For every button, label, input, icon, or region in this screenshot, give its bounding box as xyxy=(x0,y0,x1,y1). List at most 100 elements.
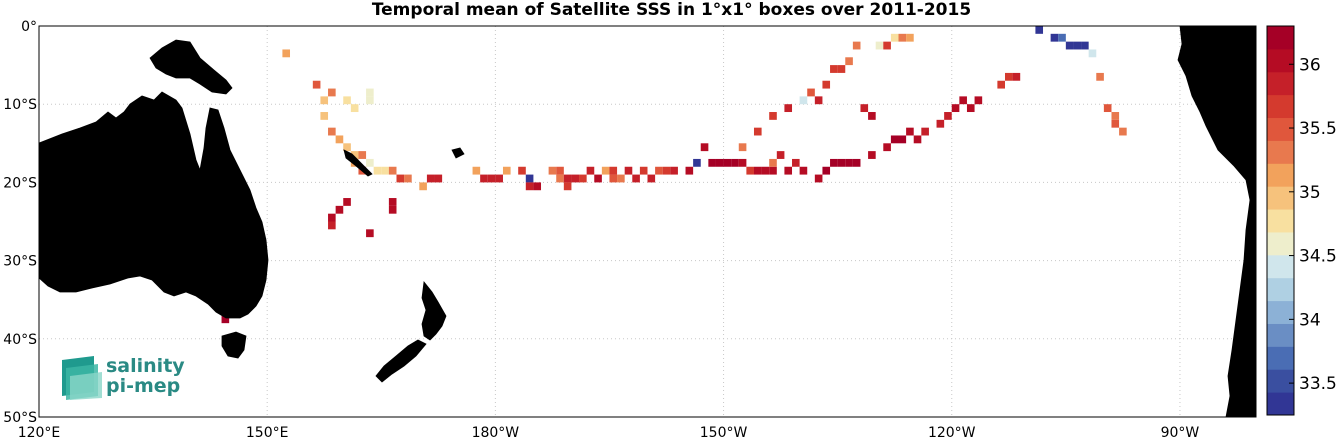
sss-cell xyxy=(693,158,701,167)
sss-cell xyxy=(282,49,291,58)
sss-cell xyxy=(784,166,793,175)
sss-cell xyxy=(1073,41,1082,50)
colorbar-frame xyxy=(1266,25,1295,416)
sss-cell xyxy=(1058,33,1066,42)
sss-cell xyxy=(502,166,511,175)
sss-cell xyxy=(548,166,557,175)
sss-cell xyxy=(632,174,640,183)
sss-cell xyxy=(563,174,572,183)
x-tick-label: 150°E xyxy=(246,425,289,438)
colorbar-tick-label: 35.5 xyxy=(1299,119,1337,139)
y-tick-label: 50°S xyxy=(3,410,37,426)
y-tick-label: 30°S xyxy=(3,254,37,270)
logo-line-2: pi-mep xyxy=(106,375,181,397)
sss-cell xyxy=(343,143,351,152)
sss-cell xyxy=(525,182,534,191)
sss-cell xyxy=(1111,112,1120,120)
sss-cell xyxy=(1103,104,1112,113)
logo-wave-icon xyxy=(62,356,102,400)
x-tick-label: 150°W xyxy=(700,425,748,438)
sss-cell xyxy=(997,80,1005,89)
sss-cell xyxy=(328,88,336,97)
colorbar-segment xyxy=(1267,369,1294,393)
colorbar-tick-label: 34 xyxy=(1299,310,1321,330)
sss-cell xyxy=(906,127,914,136)
sss-cell xyxy=(525,174,534,183)
sss-cell xyxy=(472,166,481,175)
sss-cell xyxy=(1012,72,1021,81)
sss-cell xyxy=(434,174,443,183)
colorbar-segment xyxy=(1267,277,1294,302)
salinity-pi-mep-logo: salinity pi-mep xyxy=(60,352,200,402)
y-tick-label: 10°S xyxy=(3,97,37,113)
colorbar-ticks: 36 35.5 35 34.5 34 33.5 xyxy=(1289,55,1337,394)
new-caledonia-landmass xyxy=(343,149,373,177)
y-tick-label: 40°S xyxy=(3,332,37,348)
x-tick-label: 120°E xyxy=(18,425,61,438)
sss-cell xyxy=(404,174,412,183)
sss-cell xyxy=(769,158,777,167)
sss-cell xyxy=(883,143,891,152)
new-guinea-landmass xyxy=(149,39,233,95)
sss-cell xyxy=(1111,119,1120,128)
colorbar-segment xyxy=(1267,26,1294,50)
sss-cell xyxy=(556,166,564,175)
sss-cell xyxy=(328,213,336,222)
y-tick-label: 0° xyxy=(21,19,37,35)
sss-cell xyxy=(647,174,656,183)
x-tick-label: 90°W xyxy=(1161,425,1200,438)
sss-cell xyxy=(753,166,762,175)
sss-cell xyxy=(579,174,587,183)
sss-cell xyxy=(936,119,945,128)
sss-cell xyxy=(852,158,861,167)
sss-cell xyxy=(670,166,678,175)
colorbar-segment xyxy=(1267,254,1294,279)
sss-cell xyxy=(1065,41,1074,50)
sss-cell xyxy=(807,88,815,97)
sss-cell xyxy=(1035,26,1044,34)
sss-cell xyxy=(845,57,853,66)
sss-cell xyxy=(328,127,336,136)
logo-line-1: salinity xyxy=(106,355,185,377)
sss-cell xyxy=(799,166,808,175)
sss-cell xyxy=(966,104,975,113)
sss-cell xyxy=(609,166,618,175)
sss-cell xyxy=(830,158,838,167)
new-zealand-south-landmass xyxy=(375,339,427,383)
sss-cell xyxy=(601,166,610,175)
sss-cell xyxy=(868,151,876,159)
sss-cell xyxy=(769,166,777,175)
sss-cell xyxy=(320,96,329,105)
colorbar-tick-label: 33.5 xyxy=(1299,374,1337,394)
sss-cell xyxy=(974,96,983,105)
sss-cell xyxy=(518,166,526,175)
sss-cell xyxy=(366,229,374,238)
sss-cell xyxy=(898,33,907,42)
sss-cell xyxy=(388,198,397,206)
colorbar-segment xyxy=(1267,186,1294,210)
sss-cell xyxy=(959,96,967,105)
sss-cell xyxy=(495,174,503,183)
sss-cell xyxy=(890,33,899,42)
colorbar xyxy=(1267,26,1294,416)
sss-cell xyxy=(571,174,580,183)
sss-cell xyxy=(738,143,747,152)
sss-cell xyxy=(639,166,648,175)
sss-cell xyxy=(852,41,861,50)
sss-cell xyxy=(769,112,777,120)
sss-cell xyxy=(366,96,374,105)
sss-cell xyxy=(776,151,785,159)
sss-cell xyxy=(913,135,922,144)
sss-cell xyxy=(845,158,853,167)
sss-cell xyxy=(419,182,427,191)
sss-cell xyxy=(883,41,891,50)
sss-cell xyxy=(556,174,564,183)
y-axis-ticks: 0° 10°S 20°S 30°S 40°S 50°S xyxy=(3,19,37,426)
sss-cell xyxy=(1096,72,1104,81)
sss-cell xyxy=(426,174,435,183)
sss-cell xyxy=(1081,41,1089,50)
sss-cell xyxy=(350,104,359,113)
colorbar-segment xyxy=(1267,140,1294,164)
sss-cell xyxy=(685,166,694,175)
